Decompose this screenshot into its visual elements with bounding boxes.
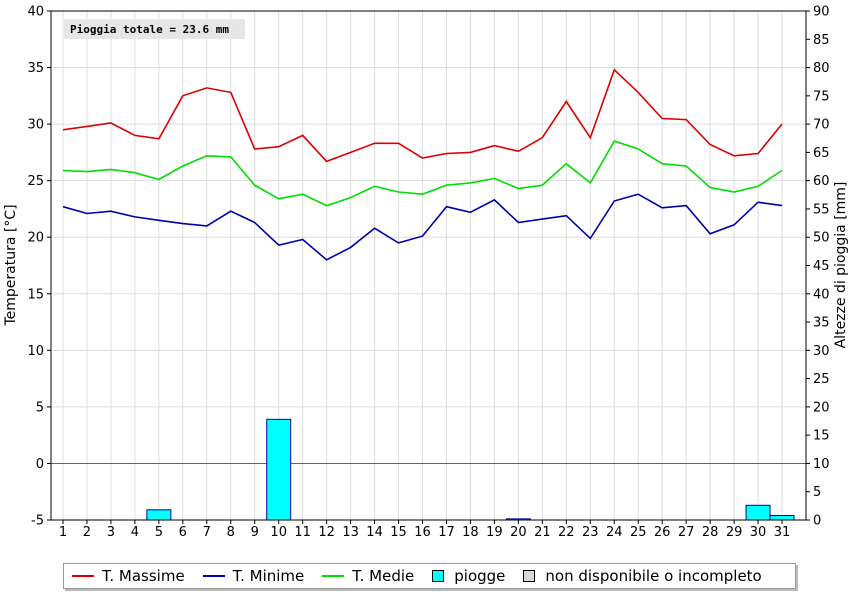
y-left-tick-label-35: 35: [27, 61, 44, 76]
y-right-tick-label-10: 10: [813, 457, 830, 472]
x-tick-label-11: 11: [294, 525, 311, 540]
x-tick-label-31: 31: [774, 525, 791, 540]
rain-bar-day-5: [146, 509, 172, 521]
y-right-tick-label-5: 5: [813, 485, 821, 500]
y-right-tick-label-30: 30: [813, 344, 830, 359]
x-tick-label-23: 23: [582, 525, 599, 540]
rain-bar-day-31: [769, 514, 795, 521]
legend-swatch-t-minime: [202, 575, 225, 577]
y-left-tick-label-40: 40: [27, 5, 44, 20]
x-tick-label-22: 22: [558, 525, 575, 540]
x-tick-label-26: 26: [654, 525, 671, 540]
legend-item-t-medie: T. Medie: [322, 567, 414, 585]
y-right-tick-label-65: 65: [813, 146, 830, 161]
left-axis-title: Temperatura [°C]: [3, 204, 19, 326]
y-right-tick-label-40: 40: [813, 287, 830, 302]
legend-label-t-medie: T. Medie: [352, 567, 415, 585]
y-right-tick-label-80: 80: [813, 61, 830, 76]
y-right-tick-label-45: 45: [813, 259, 830, 274]
legend-swatch-piogge: [432, 570, 445, 582]
y-left-tick-label-15: 15: [27, 287, 44, 302]
x-tick-label-15: 15: [390, 525, 407, 540]
x-tick-label-16: 16: [414, 525, 431, 540]
y-left-tick-label--5: -5: [31, 514, 44, 529]
y-right-tick-label-70: 70: [813, 118, 830, 133]
x-tick-label-9: 9: [251, 525, 259, 540]
x-tick-label-27: 27: [678, 525, 695, 540]
rain-bar-day-10: [266, 418, 292, 521]
x-tick-label-13: 13: [342, 525, 359, 540]
x-tick-label-3: 3: [107, 525, 115, 540]
y-right-tick-label-60: 60: [813, 174, 830, 189]
legend-swatch-non-disponibile-o-incompleto: [523, 570, 536, 582]
series-line-t-minime: [62, 193, 783, 261]
x-tick-label-10: 10: [270, 525, 287, 540]
y-right-tick-label-75: 75: [813, 89, 830, 104]
y-right-tick-label-55: 55: [813, 202, 830, 217]
legend: T. Massime T. Minime T. Medie piogge non dis…: [63, 563, 796, 589]
y-left-tick-label-0: 0: [36, 457, 44, 472]
legend-item-piogge: piogge: [432, 567, 505, 585]
plot-border: [50, 10, 807, 521]
x-tick-label-24: 24: [606, 525, 623, 540]
x-tick-label-6: 6: [179, 525, 187, 540]
legend-label-t-massime: T. Massime: [102, 567, 185, 585]
x-tick-label-1: 1: [59, 525, 67, 540]
x-tick-label-29: 29: [726, 525, 743, 540]
rain-bars: [146, 418, 795, 521]
y-right-tick-label-85: 85: [813, 33, 830, 48]
x-tick-label-30: 30: [750, 525, 767, 540]
series-line-t-massime: [62, 68, 783, 163]
y-right-tick-label-35: 35: [813, 316, 830, 331]
y-left-tick-label-20: 20: [27, 231, 44, 246]
x-tick-label-12: 12: [318, 525, 335, 540]
x-tick-label-17: 17: [438, 525, 455, 540]
x-tick-label-4: 4: [131, 525, 139, 540]
x-tick-label-18: 18: [462, 525, 479, 540]
x-tick-label-2: 2: [83, 525, 91, 540]
x-tick-label-25: 25: [630, 525, 647, 540]
y-right-tick-label-15: 15: [813, 429, 830, 444]
annotation-box: Pioggia totale = 23.6 mm: [64, 19, 245, 39]
weather-chart: 1 2 3 4 5 6 7 8 9 10 11 12 13 14 15 16 17 18 19 20 21 22 23 24 2…: [3, 5, 849, 541]
legend-item-non-disponibile-o-incompleto: non disponibile o incompleto: [523, 567, 762, 585]
y-right-tick-label-25: 25: [813, 372, 830, 387]
y-left-tick-label-10: 10: [27, 344, 44, 359]
legend-label-t-minime: T. Minime: [232, 567, 305, 585]
x-tick-label-21: 21: [534, 525, 551, 540]
legend-label-piogge: piogge: [454, 567, 506, 585]
legend-swatch-t-massime: [72, 575, 94, 577]
series-line-t-medie: [62, 140, 783, 207]
legend-label-non-disponibile-o-incompleto: non disponibile o incompleto: [545, 567, 762, 585]
x-tick-label-7: 7: [203, 525, 211, 540]
legend-item-t-minime: T. Minime: [202, 567, 305, 585]
legend-item-t-massime: T. Massime: [72, 567, 185, 585]
y-left-tick-label-5: 5: [36, 400, 44, 415]
y-right-tick-label-20: 20: [813, 400, 830, 415]
temperature-lines: [62, 68, 783, 261]
right-axis-title: Altezze di pioggia [mm]: [833, 182, 849, 349]
legend-swatch-t-medie: [322, 575, 345, 577]
y-right-tick-label-90: 90: [813, 5, 830, 20]
y-left-tick-label-30: 30: [27, 118, 44, 133]
y-left-tick-label-25: 25: [27, 174, 44, 189]
x-tick-label-8: 8: [227, 525, 235, 540]
tick-labels: 1 2 3 4 5 6 7 8 9 10 11 12 13 14 15 16 17 18 19 20 21 22 23 24 2…: [27, 5, 829, 541]
x-tick-label-28: 28: [702, 525, 719, 540]
plot-area: [50, 10, 807, 521]
x-tick-label-5: 5: [155, 525, 163, 540]
x-tick-label-20: 20: [510, 525, 527, 540]
x-tick-label-14: 14: [366, 525, 383, 540]
annotation-text: Pioggia totale = 23.6 mm: [70, 23, 229, 36]
y-right-tick-label-50: 50: [813, 231, 830, 246]
rain-bar-day-30: [745, 504, 771, 521]
y-right-tick-label-0: 0: [813, 514, 821, 529]
x-tick-label-19: 19: [486, 525, 503, 540]
